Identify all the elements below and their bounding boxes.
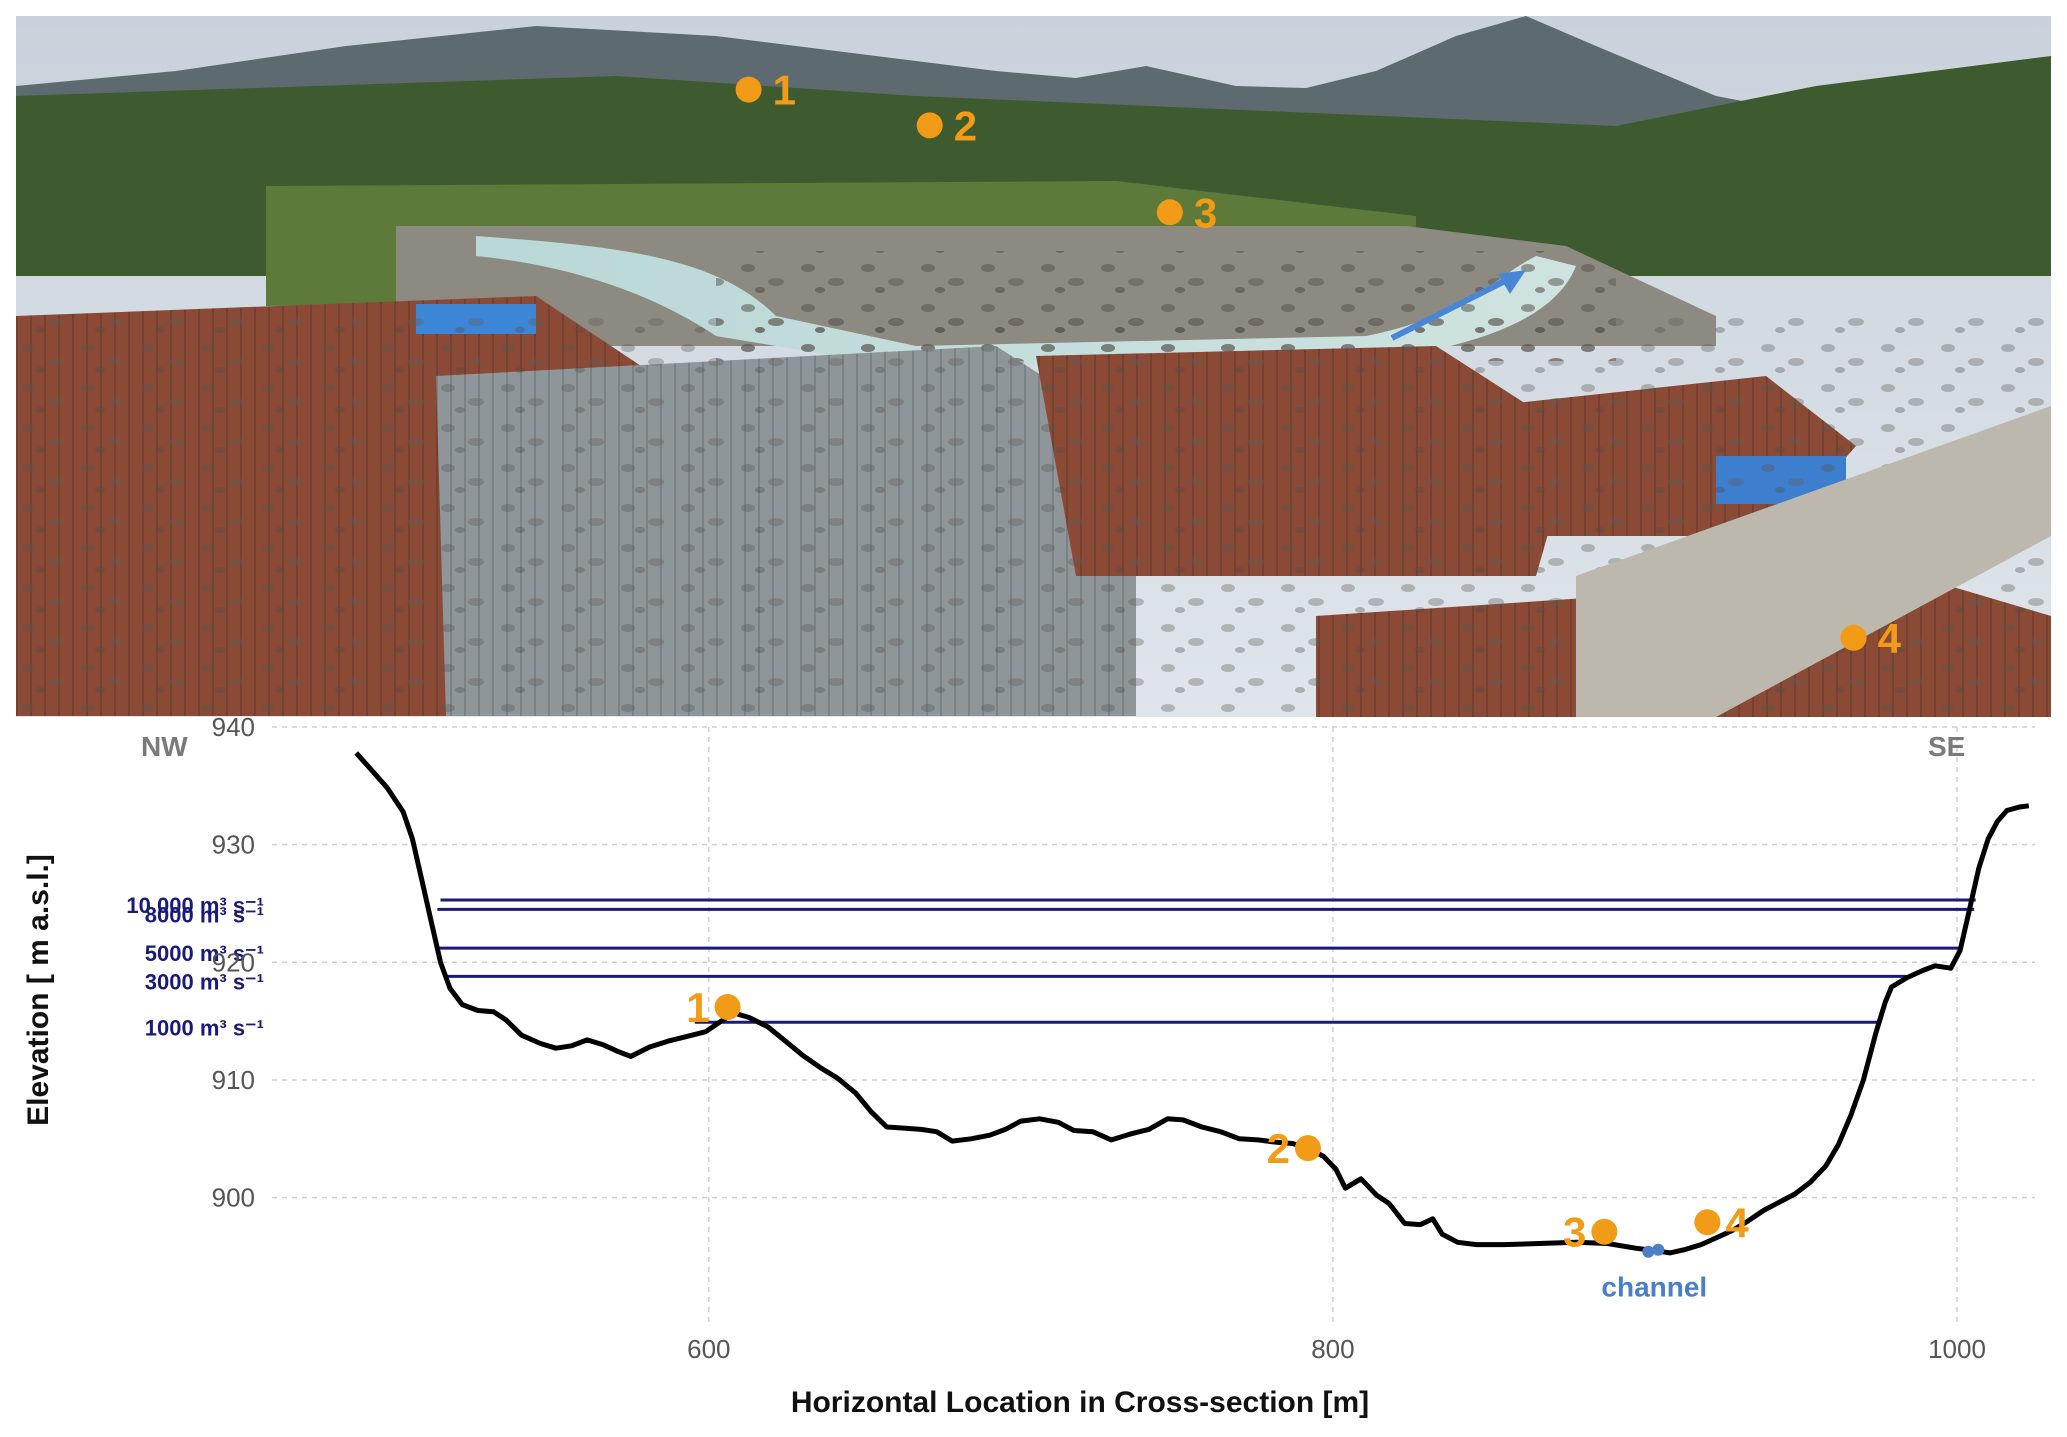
direction-label-nw: NW [141, 731, 188, 762]
y-tick-label: 920 [212, 947, 255, 977]
photo-marker-label: 4 [1878, 615, 1902, 662]
discharge-level-label: 3000 m³ s⁻¹ [145, 969, 264, 994]
y-tick-label: 910 [212, 1065, 255, 1095]
sample-point-label: 2 [1267, 1125, 1290, 1172]
photo-flow-arrow [1390, 275, 1513, 341]
discharge-level-label: 8000 m³ s⁻¹ [145, 902, 264, 927]
photo-marker-dot [1840, 624, 1867, 651]
sample-point-label: 1 [686, 984, 709, 1031]
channel-label: channel [1601, 1272, 1707, 1303]
x-tick-label: 800 [1311, 1334, 1354, 1364]
x-tick-label: 600 [687, 1334, 730, 1364]
axis-ticks: 900 910 920 930 940 600 800 1000 [212, 712, 1986, 1364]
x-axis-title: Horizontal Location in Cross-section [m] [791, 1386, 1369, 1419]
discharge-level-label: 5000 m³ s⁻¹ [145, 941, 264, 966]
sample-point-marker [714, 994, 741, 1020]
discharge-level-label: 1000 m³ s⁻¹ [145, 1015, 264, 1040]
photo-markers: 1 2 3 4 [735, 67, 1902, 662]
grid [272, 726, 2035, 1327]
sample-point-label: 4 [1725, 1199, 1749, 1246]
y-tick-label: 900 [212, 1183, 255, 1213]
elevation-profile-line [354, 751, 2030, 1256]
panorama-photo: 1 2 3 4 [16, 16, 2051, 717]
photo-marker-label: 2 [954, 102, 977, 149]
sample-point-label: 3 [1563, 1209, 1586, 1256]
discharge-level-label: 10 000 m³ s⁻¹ [126, 893, 264, 918]
x-tick-label: 1000 [1928, 1334, 1986, 1364]
y-tick-label: 940 [212, 712, 255, 742]
photo-marker-dot [916, 112, 943, 139]
direction-label-se: SE [1928, 731, 1965, 762]
y-axis-title: Elevation [ m a.s.l.] [22, 854, 55, 1126]
photo-marker-dot [735, 76, 762, 103]
photo-marker-label: 1 [773, 67, 796, 114]
sample-points: 1 2 3 4 channel [686, 984, 1749, 1303]
sample-point-marker [1694, 1209, 1721, 1236]
photo-flow-arrowhead [1498, 270, 1526, 294]
sample-point-marker [1294, 1135, 1321, 1162]
photo-marker-dot [1156, 199, 1183, 226]
channel-marker [1652, 1243, 1665, 1256]
photo-marker-label: 3 [1194, 189, 1217, 236]
sample-point-marker [1591, 1218, 1618, 1245]
y-tick-label: 930 [212, 830, 255, 860]
channel-marker [1642, 1245, 1655, 1258]
photo-road [1576, 406, 2051, 717]
